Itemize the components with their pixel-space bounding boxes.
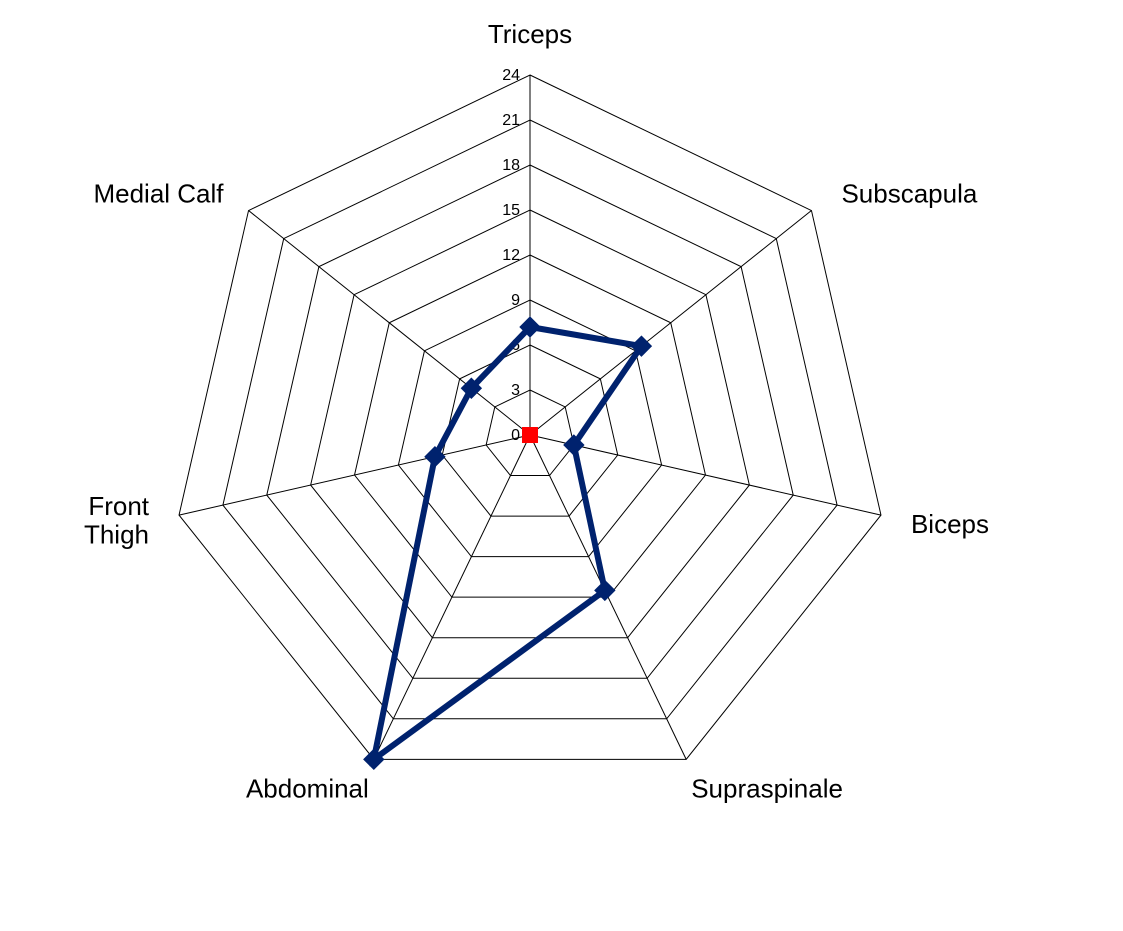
- axis-label: FrontThigh: [84, 491, 150, 550]
- axis-label: Subscapula: [841, 179, 977, 209]
- tick-label: 9: [511, 292, 520, 309]
- tick-label: 18: [502, 157, 520, 174]
- axis-label: Biceps: [911, 509, 989, 539]
- radar-chart: 03691215182124TricepsSubscapulaBicepsSup…: [0, 0, 1123, 931]
- radar-chart-container: 03691215182124TricepsSubscapulaBicepsSup…: [0, 0, 1123, 931]
- axis-label: Abdominal: [246, 773, 369, 803]
- tick-label: 12: [502, 247, 520, 264]
- tick-label: 0: [511, 427, 520, 444]
- tick-label: 3: [511, 382, 520, 399]
- axis-label: Medial Calf: [93, 179, 224, 209]
- axis-label: Supraspinale: [691, 773, 843, 803]
- tick-label: 15: [502, 202, 520, 219]
- center-marker: [522, 427, 538, 443]
- tick-label: 21: [502, 112, 520, 129]
- tick-label: 24: [502, 67, 520, 84]
- axis-label: Triceps: [488, 19, 572, 49]
- chart-background: [0, 0, 1123, 931]
